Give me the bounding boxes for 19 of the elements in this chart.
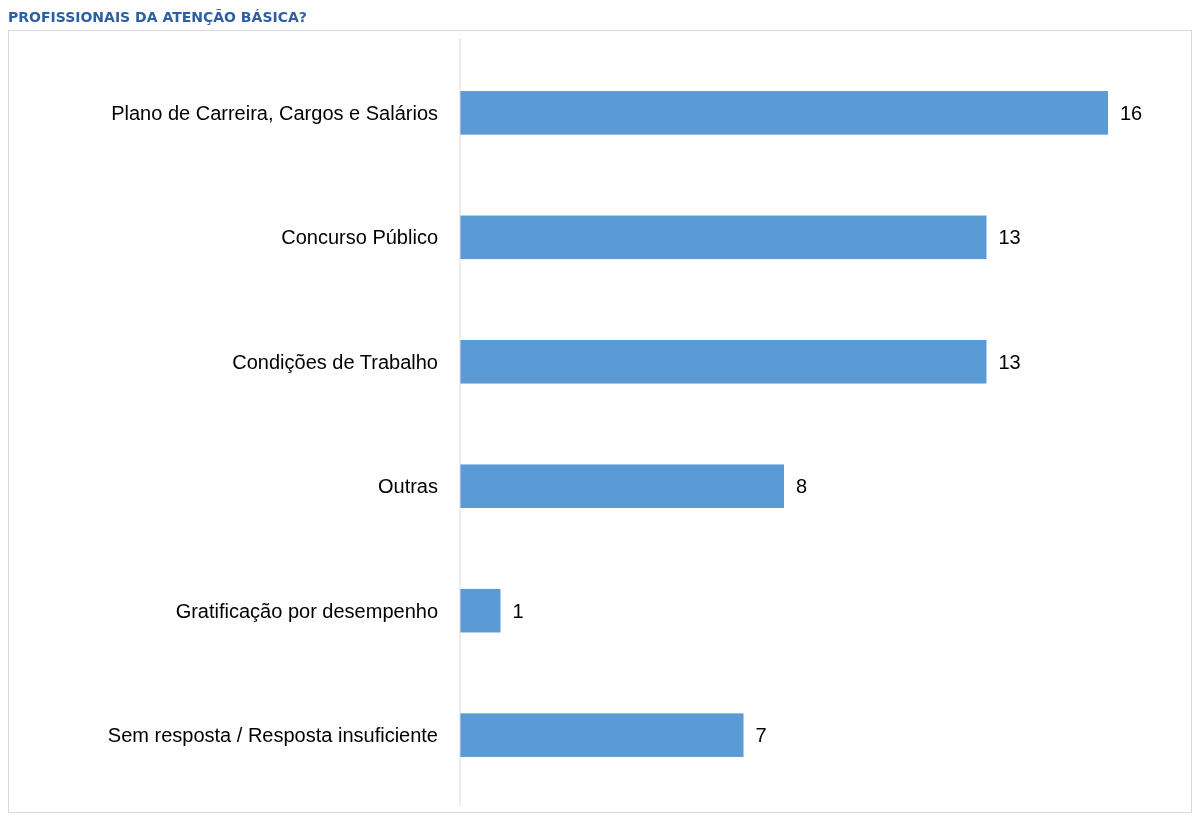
data-label: 13	[998, 226, 1021, 249]
bar	[460, 91, 1108, 135]
y-tick-label: Outras	[377, 475, 438, 498]
y-tick-label: Plano de Carreira, Cargos e Salários	[111, 101, 438, 124]
data-label: 7	[755, 724, 767, 747]
bar	[460, 339, 987, 384]
text: PROFISSIONAIS DA ATENÇÃO BÁSICA?	[8, 9, 307, 25]
data-label: 13	[998, 350, 1021, 373]
y-tick-label: Sem resposta / Resposta insuficiente	[107, 724, 438, 747]
bar	[460, 713, 744, 757]
bar	[460, 588, 501, 633]
y-tick-label: Concurso Público	[281, 226, 438, 249]
y-tick-label: Condições de Trabalho	[232, 350, 438, 373]
bar	[460, 215, 987, 260]
data-label: 16	[1120, 101, 1143, 124]
data-label: 8	[796, 475, 808, 498]
y-tick-label: Gratificação por desempenho	[175, 599, 438, 622]
bar	[460, 464, 784, 509]
data-label: 1	[512, 599, 524, 622]
